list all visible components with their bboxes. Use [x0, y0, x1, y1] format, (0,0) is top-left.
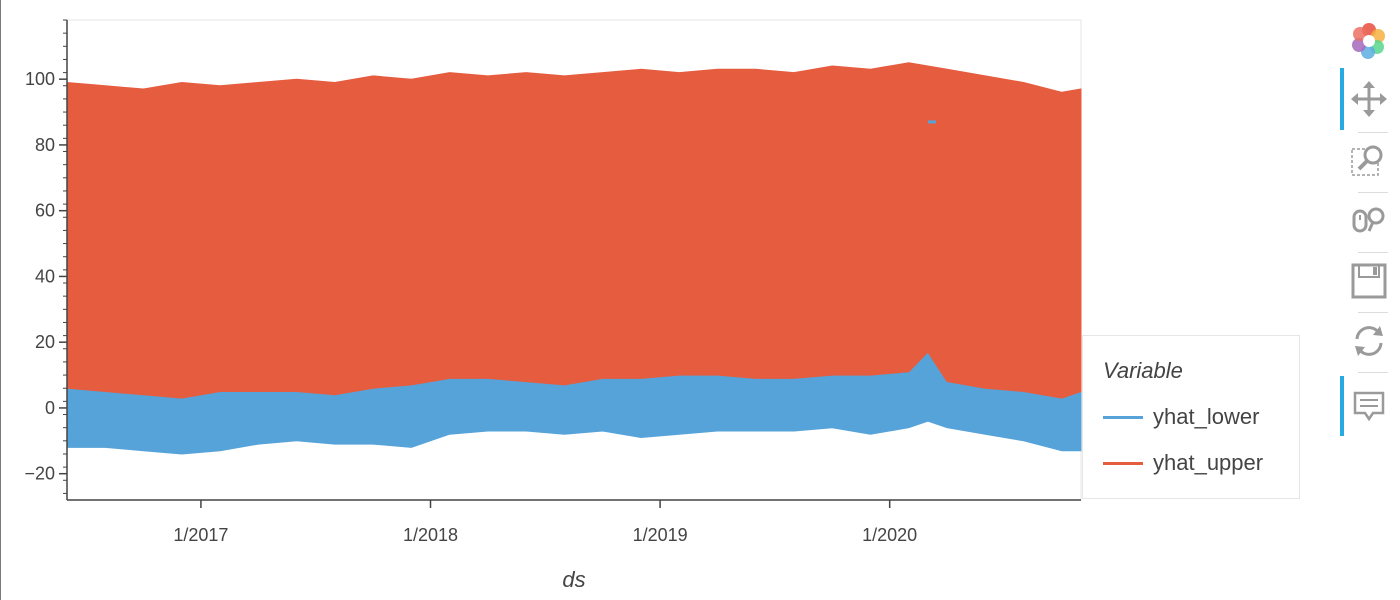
- x-axis: 1/2017 1/2018 1/2019 1/2020: [67, 499, 1081, 545]
- legend-label-yhat-upper: yhat_upper: [1153, 450, 1264, 475]
- y-tick-label: 100: [25, 69, 55, 89]
- wheel-zoom-icon[interactable]: [1346, 198, 1392, 244]
- y-tick-label: 80: [35, 135, 55, 155]
- x-tick-label: 1/2019: [633, 525, 688, 545]
- hover-icon[interactable]: [1346, 382, 1392, 428]
- legend-label-yhat-lower: yhat_lower: [1153, 404, 1260, 429]
- legend-item-yhat-lower[interactable]: yhat_lower: [1103, 402, 1259, 432]
- tool-separator: [1358, 312, 1388, 313]
- series-layer: [66, 62, 1082, 455]
- hover-active-indicator: [1340, 376, 1344, 436]
- y-tick-label: 20: [35, 332, 55, 352]
- pan-active-indicator: [1340, 68, 1344, 130]
- y-tick-label: 60: [35, 201, 55, 221]
- box-zoom-icon[interactable]: [1346, 138, 1392, 184]
- series-band-yhat-upper: [66, 62, 1082, 399]
- legend-title: Variable: [1103, 358, 1183, 383]
- bokeh-logo-icon[interactable]: [1346, 18, 1392, 64]
- tool-separator: [1358, 132, 1388, 133]
- window-edge: [0, 0, 1, 600]
- y-tick-label: 0: [45, 398, 55, 418]
- legend: Variable yhat_lower yhat_upper: [1082, 335, 1300, 499]
- tool-separator: [1358, 192, 1388, 193]
- x-tick-label: 1/2017: [173, 525, 228, 545]
- y-axis: −20 0 20 40 60 80 100: [24, 19, 68, 500]
- toolbar: [1338, 10, 1400, 470]
- x-axis-title: ds: [562, 567, 585, 592]
- tool-separator: [1358, 252, 1388, 253]
- legend-swatch-yhat-lower: [1103, 415, 1143, 419]
- y-tick-label: 40: [35, 266, 55, 286]
- y-tick-label: −20: [24, 464, 55, 484]
- reset-icon[interactable]: [1346, 318, 1392, 364]
- pan-icon[interactable]: [1346, 76, 1392, 122]
- tool-separator: [1358, 372, 1388, 373]
- x-tick-label: 1/2020: [862, 525, 917, 545]
- x-tick-label: 1/2018: [403, 525, 458, 545]
- save-icon[interactable]: [1346, 258, 1392, 304]
- legend-swatch-yhat-upper: [1103, 461, 1143, 465]
- legend-item-yhat-upper[interactable]: yhat_upper: [1103, 448, 1263, 478]
